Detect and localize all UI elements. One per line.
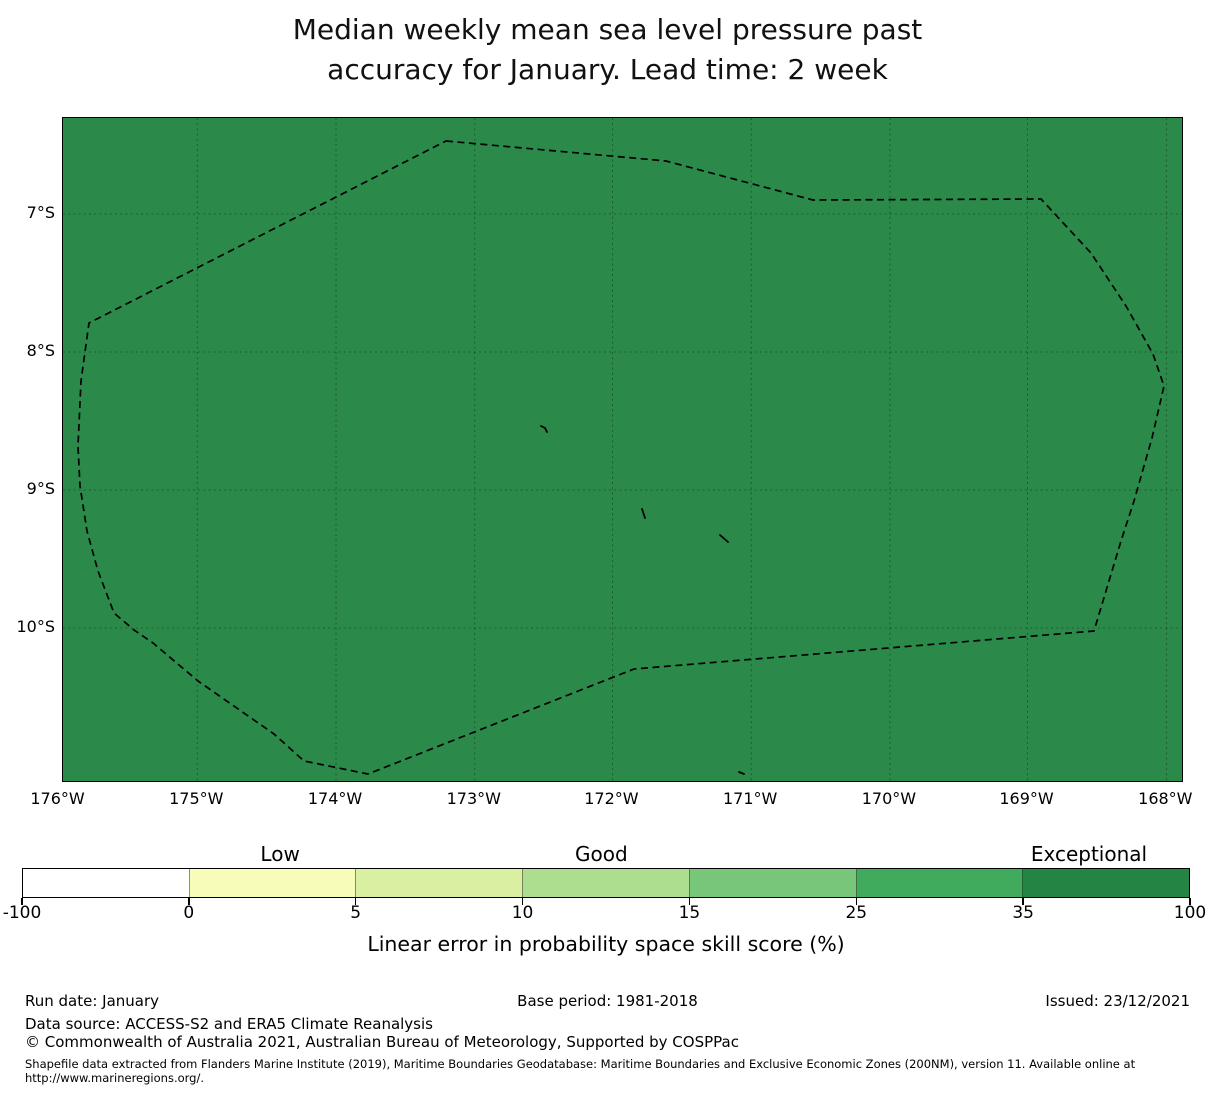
chart-title-line1: Median weekly mean sea level pressure pa…	[292, 13, 923, 46]
chart-title-line2: accuracy for January. Lead time: 2 week	[327, 53, 888, 86]
colorbar-tick	[21, 898, 23, 905]
x-tick-label: 172°W	[584, 789, 639, 808]
colorbar-segment	[189, 869, 357, 897]
island-outline	[719, 534, 729, 543]
colorbar-tick	[1022, 898, 1024, 905]
island-outline	[738, 771, 745, 775]
colorbar-tick	[188, 898, 190, 905]
colorbar-tick	[355, 898, 357, 905]
colorbar-tick-label: 0	[183, 903, 195, 923]
x-tick-label: 175°W	[169, 789, 224, 808]
shapefile-note-text: Shapefile data extracted from Flanders M…	[25, 1057, 1136, 1071]
colorbar-tick-label: 100	[1173, 903, 1207, 923]
y-tick-label: 10°S	[16, 616, 55, 636]
colorbar-region-label: Exceptional	[1030, 842, 1148, 866]
colorbar-tick	[521, 898, 524, 905]
x-tick-label: 169°W	[999, 789, 1054, 808]
colorbar-segment	[689, 869, 857, 897]
copyright-text: © Commonwealth of Australia 2021, Austra…	[25, 1033, 739, 1051]
base-period-text: Base period: 1981-2018	[517, 992, 698, 1010]
data-source-text: Data source: ACCESS-S2 and ERA5 Climate …	[25, 1015, 433, 1033]
x-tick-label: 170°W	[861, 789, 917, 808]
colorbar-tick-label: 15	[678, 903, 701, 923]
colorbar-axis-label: Linear error in probability space skill …	[367, 932, 845, 956]
issued-text: Issued: 23/12/2021	[1045, 992, 1190, 1010]
colorbar-segment	[23, 869, 190, 897]
x-tick-label: 171°W	[722, 789, 778, 808]
y-tick-label: 7°S	[26, 203, 55, 222]
y-tick-label: 8°S	[26, 340, 55, 360]
island-outline	[641, 508, 646, 519]
map-plot-area	[62, 117, 1183, 782]
colorbar-tick	[688, 898, 691, 905]
colorbar	[22, 868, 1190, 898]
map-svg	[63, 118, 1182, 781]
shapefile-url-text: http://www.marineregions.org/.	[25, 1071, 204, 1085]
colorbar-segment	[356, 869, 524, 897]
colorbar-tick-label: 35	[1012, 903, 1034, 923]
colorbar-segment	[1023, 869, 1190, 897]
chart-title: Median weekly mean sea level pressure pa…	[0, 10, 1215, 90]
x-tick-label: 174°W	[307, 789, 363, 808]
colorbar-region-label: Good	[574, 842, 628, 866]
footer-row: Run date: January Base period: 1981-2018…	[0, 991, 1215, 1011]
y-tick-label: 9°S	[26, 479, 55, 498]
colorbar-region-label: Low	[260, 842, 300, 866]
colorbar-tick-label: 25	[845, 903, 868, 923]
x-tick-label: 173°W	[446, 789, 501, 808]
colorbar-tick	[855, 898, 857, 905]
colorbar-tick-label: -100	[2, 903, 42, 923]
x-tick-label: 168°W	[1138, 789, 1193, 808]
x-tick-label: 176°W	[30, 789, 85, 808]
colorbar-tick-label: 5	[350, 903, 362, 923]
colorbar-segment	[856, 869, 1024, 897]
run-date-text: Run date: January	[25, 992, 160, 1010]
colorbar-segment	[523, 869, 690, 897]
island-outline	[540, 425, 548, 433]
eez-boundary-outline	[77, 140, 1165, 775]
colorbar-tick-label: 10	[511, 903, 534, 923]
colorbar-tick	[1189, 898, 1191, 905]
